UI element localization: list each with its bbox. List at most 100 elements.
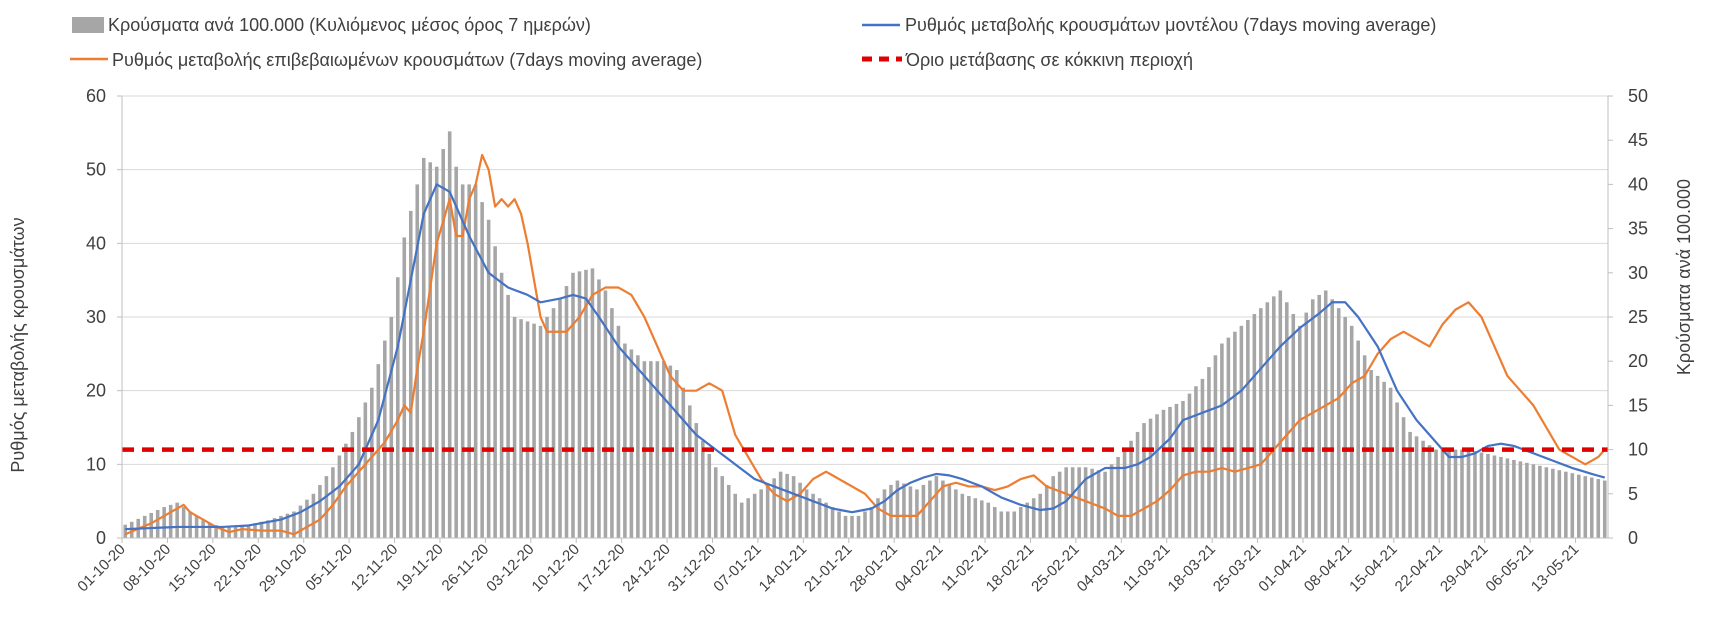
bar xyxy=(863,511,867,538)
bar xyxy=(1168,406,1172,538)
bar xyxy=(1304,312,1309,538)
y-right-tick-label: 25 xyxy=(1628,307,1648,327)
bar xyxy=(1343,317,1347,538)
bar xyxy=(311,493,316,538)
bar xyxy=(1135,431,1140,538)
bar xyxy=(720,476,725,538)
bar xyxy=(584,269,588,538)
bar xyxy=(305,499,309,538)
bar xyxy=(155,510,160,538)
bar xyxy=(1083,467,1088,538)
bar xyxy=(266,520,270,538)
bar xyxy=(486,219,491,538)
bar xyxy=(447,131,452,539)
bar xyxy=(616,325,621,538)
bar xyxy=(1602,480,1607,538)
bar xyxy=(564,286,569,538)
bar xyxy=(1038,493,1042,538)
bar xyxy=(811,493,815,538)
legend: Κρούσματα ανά 100.000 (Κυλιόμενος μέσος … xyxy=(70,15,1436,70)
y-axis-left-ticks: 0 10 20 30 40 50 60 xyxy=(86,86,122,548)
bar xyxy=(1408,431,1412,538)
bar xyxy=(240,525,244,538)
bar xyxy=(1447,449,1451,538)
bar xyxy=(1252,314,1257,538)
bar xyxy=(1155,414,1159,538)
bar xyxy=(843,515,848,538)
bar xyxy=(357,417,361,538)
bar xyxy=(967,496,971,538)
bar xyxy=(746,498,750,538)
bar xyxy=(1525,462,1529,538)
bar xyxy=(999,511,1004,538)
bar xyxy=(610,308,614,538)
bar xyxy=(1551,468,1555,538)
bar xyxy=(1297,325,1302,538)
bar xyxy=(791,476,796,538)
bar xyxy=(525,321,530,538)
bar xyxy=(1362,355,1367,538)
y-left-tick-label: 60 xyxy=(86,86,106,106)
bar xyxy=(318,484,322,538)
bar xyxy=(1070,467,1075,538)
bar xyxy=(629,349,634,538)
bar xyxy=(1499,456,1503,538)
bar xyxy=(1544,467,1549,538)
bar xyxy=(752,493,757,538)
bar xyxy=(1122,449,1127,538)
bar xyxy=(993,507,997,538)
confirmed-rate-line xyxy=(124,153,1606,536)
bar xyxy=(1518,461,1523,538)
bar xyxy=(1473,451,1477,538)
bar xyxy=(1589,477,1594,538)
bar xyxy=(201,520,205,538)
bar xyxy=(830,507,835,538)
bar xyxy=(434,166,439,538)
bar xyxy=(396,277,400,538)
bar xyxy=(571,272,575,538)
bar xyxy=(1265,302,1270,538)
bar xyxy=(162,507,166,538)
legend-label-model: Ρυθμός μεταβολής κρουσμάτων μοντέλου (7d… xyxy=(905,15,1436,35)
bar xyxy=(214,525,218,538)
bar xyxy=(688,405,692,538)
legend-swatch-bars xyxy=(72,17,104,33)
bar xyxy=(856,515,861,538)
bar xyxy=(408,210,413,539)
bar xyxy=(1330,299,1334,538)
bar xyxy=(700,440,705,538)
bar xyxy=(1213,355,1218,538)
bar xyxy=(1181,400,1185,538)
bar xyxy=(921,484,926,538)
bar xyxy=(765,484,770,538)
bar xyxy=(1369,370,1373,538)
bar xyxy=(246,524,251,538)
bar xyxy=(1382,381,1386,538)
bar xyxy=(1479,452,1484,538)
bar xyxy=(824,502,828,538)
bar xyxy=(895,480,900,538)
bar xyxy=(713,467,718,538)
bar xyxy=(532,323,536,538)
bar xyxy=(1207,367,1211,538)
bar xyxy=(168,504,173,538)
legend-label-bars: Κρούσματα ανά 100.000 (Κυλιόμενος μέσος … xyxy=(108,15,591,35)
bar xyxy=(1077,467,1081,538)
bar xyxy=(850,515,854,538)
bar xyxy=(837,511,841,538)
bar xyxy=(817,498,822,538)
line-series xyxy=(122,153,1608,536)
bar xyxy=(1492,455,1497,538)
bar xyxy=(1233,331,1237,538)
bar xyxy=(1596,479,1601,538)
gridlines xyxy=(122,95,1608,465)
bar xyxy=(954,489,958,538)
bar xyxy=(636,355,640,538)
bar xyxy=(1129,440,1133,538)
bar xyxy=(798,482,802,538)
bar xyxy=(1012,511,1017,538)
bar xyxy=(1531,464,1536,538)
bar xyxy=(1044,484,1049,538)
bar xyxy=(1103,471,1107,538)
